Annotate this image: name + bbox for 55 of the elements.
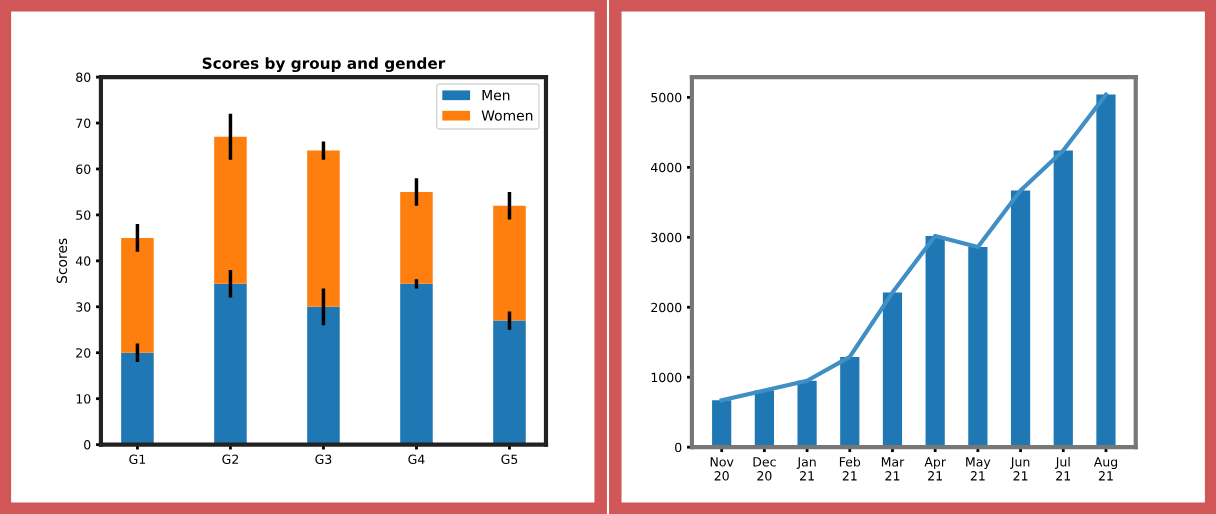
bar bbox=[840, 356, 860, 448]
y-tick-label: 20 bbox=[76, 348, 91, 358]
x-tick-label: G4 bbox=[408, 454, 425, 465]
x-tick-label: G3 bbox=[315, 454, 332, 465]
bar bbox=[1053, 150, 1073, 448]
y-tick-label: 80 bbox=[76, 72, 91, 83]
y-tick-label: 40 bbox=[75, 256, 91, 266]
x-tick-label: Apr 21 bbox=[924, 457, 946, 481]
x-tick-label: Dec 20 bbox=[753, 457, 776, 481]
x-tick-label: Feb 21 bbox=[839, 456, 861, 481]
y-tick-label: 4000 bbox=[650, 162, 682, 173]
x-tick-label: Jan 21 bbox=[796, 457, 816, 481]
x-tick-label: Aug 21 bbox=[1093, 457, 1118, 481]
bar bbox=[968, 247, 988, 448]
y-tick-label: 10 bbox=[76, 394, 91, 404]
x-tick-label: Jun 21 bbox=[1010, 457, 1030, 481]
legend-label: Men bbox=[482, 90, 510, 101]
bar bbox=[493, 205, 526, 321]
bar bbox=[121, 237, 154, 353]
bar bbox=[754, 390, 774, 448]
y-tick-label: 30 bbox=[76, 302, 91, 312]
bar bbox=[400, 283, 433, 445]
legend-label: Women bbox=[481, 110, 533, 121]
bar bbox=[797, 380, 817, 448]
line-series bbox=[719, 92, 1109, 403]
bar bbox=[121, 352, 154, 445]
chart-title: Scores by group and gender bbox=[202, 57, 446, 73]
bar bbox=[925, 235, 945, 448]
bar bbox=[307, 306, 340, 445]
y-tick-label: 60 bbox=[76, 164, 91, 174]
y-tick-label: 0 bbox=[675, 442, 682, 453]
bar bbox=[214, 136, 247, 284]
y-tick-label: 50 bbox=[76, 210, 91, 220]
x-tick-label: G1 bbox=[129, 454, 146, 465]
y-tick-label: 3000 bbox=[651, 232, 682, 243]
x-tick-label: G2 bbox=[222, 454, 239, 465]
y-tick-label: 70 bbox=[76, 118, 91, 128]
bar bbox=[712, 400, 732, 448]
y-tick-label: 0 bbox=[84, 440, 91, 450]
x-tick-label: G5 bbox=[501, 454, 518, 465]
x-tick-label: Nov 20 bbox=[710, 457, 734, 481]
bar bbox=[307, 150, 340, 307]
x-tick-label: May 21 bbox=[966, 457, 991, 481]
bar bbox=[1096, 94, 1116, 448]
y-tick-label: 5000 bbox=[651, 92, 682, 103]
x-tick-label: Mar 21 bbox=[881, 457, 905, 481]
y-axis-title: Scores bbox=[56, 238, 68, 283]
y-tick-label: 2000 bbox=[651, 302, 682, 313]
bar bbox=[400, 191, 433, 284]
bar bbox=[493, 320, 526, 445]
y-tick-label: 1000 bbox=[651, 372, 682, 383]
bar bbox=[214, 283, 247, 445]
bar bbox=[1010, 190, 1031, 448]
x-tick-label: Jul 21 bbox=[1055, 456, 1071, 481]
bar bbox=[882, 292, 903, 448]
